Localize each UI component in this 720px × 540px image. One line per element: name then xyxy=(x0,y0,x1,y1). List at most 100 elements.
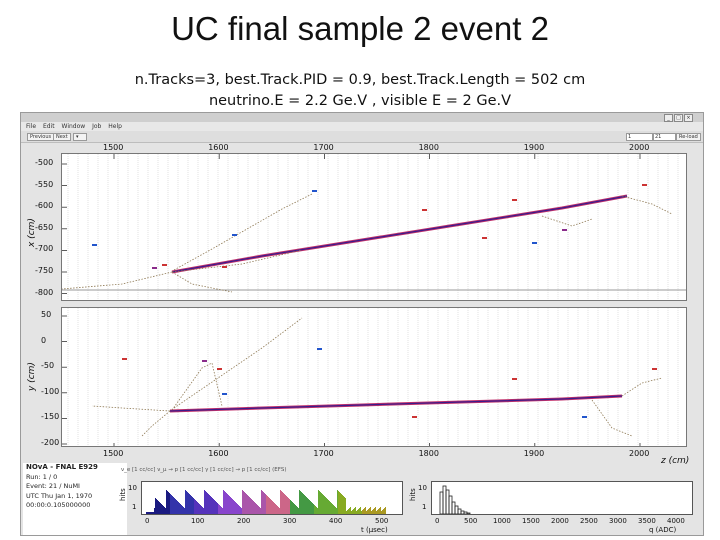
xz-ztick-label: 1500 xyxy=(103,143,124,152)
time-hist-tick: 0 xyxy=(145,517,150,525)
run-field[interactable]: 1 xyxy=(626,133,653,141)
time-hist-bar xyxy=(343,496,344,514)
time-hist-bar xyxy=(193,498,194,514)
time-hist-bar xyxy=(234,501,235,514)
time-hist-bar xyxy=(349,508,350,514)
time-hist-bar xyxy=(296,506,297,514)
xz-ztick-label: 1700 xyxy=(313,143,334,152)
q-hist-ytick-10: 10 xyxy=(418,484,427,492)
time-hist-bar xyxy=(149,512,150,514)
time-hist-tick: 200 xyxy=(237,517,251,525)
time-hist-bar xyxy=(281,491,282,514)
time-hist-bar xyxy=(219,505,220,514)
event-field[interactable]: 21 xyxy=(653,133,676,141)
menu-job[interactable]: Job xyxy=(92,123,102,130)
time-hist-bar xyxy=(324,496,325,514)
event-display-window: _ □ × File Edit Window Job Help Previous… xyxy=(20,112,704,536)
menu-window[interactable]: Window xyxy=(61,123,86,130)
time-hist-bar xyxy=(157,500,158,514)
xz-hit xyxy=(532,242,537,244)
q-hist-bar xyxy=(439,491,444,515)
time-hist-bar xyxy=(167,491,168,514)
xz-shower-hits xyxy=(621,195,673,215)
time-hist-bar xyxy=(238,505,239,514)
xz-hit xyxy=(512,199,517,201)
time-hist-bar xyxy=(208,494,209,514)
time-hist-bar xyxy=(348,509,349,514)
time-hist-bar xyxy=(344,497,345,514)
time-hist-bar xyxy=(294,504,295,514)
time-hist-bar xyxy=(329,501,330,514)
charge-histogram-bars xyxy=(439,485,471,515)
time-hist-ylabel: hits xyxy=(119,488,127,501)
menu-file[interactable]: File xyxy=(26,123,37,130)
menu-edit[interactable]: Edit xyxy=(42,123,55,130)
xz-shower-hits xyxy=(171,271,233,293)
next-button[interactable]: Next xyxy=(53,133,71,141)
dropdown-icon[interactable]: ▾ xyxy=(73,133,87,141)
xz-ztick-label: 2000 xyxy=(629,143,650,152)
time-info: 00:00:0.105000000 xyxy=(26,501,91,509)
time-hist-bar xyxy=(374,508,375,514)
q-hist-tick: 4000 xyxy=(667,517,685,525)
q-hist-xlabel: q (ADC) xyxy=(649,526,677,534)
time-hist-bar xyxy=(328,500,329,514)
menu-help[interactable]: Help xyxy=(108,123,122,130)
yz-view-panel[interactable] xyxy=(61,307,687,447)
xz-view-panel[interactable] xyxy=(61,153,687,301)
time-hist-bar xyxy=(313,504,314,514)
run-info: Run: 1 / 0 xyxy=(26,472,58,481)
time-hist-bar xyxy=(150,512,151,514)
time-hist-bar xyxy=(373,509,374,514)
time-hist-bar xyxy=(293,503,294,514)
time-hist-bar xyxy=(333,505,334,514)
time-hist-bar xyxy=(164,507,165,514)
time-hist-bar xyxy=(383,509,384,514)
xz-shower-hits xyxy=(171,249,303,273)
yz-hit xyxy=(317,348,322,350)
previous-button[interactable]: Previous xyxy=(27,133,55,141)
time-hist-bar xyxy=(177,501,178,514)
xz-shower-hits xyxy=(62,271,173,290)
yz-ztick-label: 1800 xyxy=(418,449,439,458)
yz-ztick-label: 1700 xyxy=(313,449,334,458)
time-hist-bar xyxy=(244,492,245,514)
time-hist-bar xyxy=(276,505,277,514)
time-hist-bar xyxy=(332,504,333,514)
yz-hit xyxy=(122,358,127,360)
time-hist-bar xyxy=(206,492,207,514)
time-hist-tick: 500 xyxy=(375,517,389,525)
time-hist-bar xyxy=(356,511,357,514)
q-hist-bar xyxy=(448,495,453,515)
time-hist-bar xyxy=(299,490,300,514)
time-hist-bar xyxy=(189,494,190,514)
time-hist-bar xyxy=(363,509,364,514)
time-hist-bar xyxy=(249,497,250,514)
time-hist-bar xyxy=(368,509,369,514)
q-hist-tick: 2500 xyxy=(580,517,598,525)
event-info: Event: 21 / NuMI xyxy=(26,482,80,490)
time-hist-bar xyxy=(325,497,326,514)
time-hist-bar xyxy=(162,505,163,514)
time-hist-bar xyxy=(379,508,380,514)
xz-hit xyxy=(642,184,647,186)
time-hist-bar xyxy=(236,503,237,514)
xz-xtick-label: -800 xyxy=(35,287,54,297)
time-histogram[interactable] xyxy=(141,481,403,515)
q-hist-bar xyxy=(454,505,459,515)
xz-hit xyxy=(152,267,157,269)
time-hist-bar xyxy=(290,500,291,514)
close-icon[interactable]: × xyxy=(684,114,693,122)
time-hist-bar xyxy=(196,501,197,514)
maximize-icon[interactable]: □ xyxy=(674,114,683,122)
minimize-icon[interactable]: _ xyxy=(664,114,673,122)
time-hist-bar xyxy=(184,508,185,514)
reload-button[interactable]: Re-load xyxy=(676,133,701,141)
time-hist-bar xyxy=(190,495,191,514)
charge-histogram[interactable] xyxy=(431,481,693,515)
xz-hit xyxy=(92,244,97,246)
time-hist-bar xyxy=(381,511,382,514)
event-info-box: NOvA - FNAL E929 Run: 1 / 0 Event: 21 / … xyxy=(23,463,127,535)
time-hist-bar xyxy=(194,499,195,514)
time-hist-bar xyxy=(309,500,310,514)
